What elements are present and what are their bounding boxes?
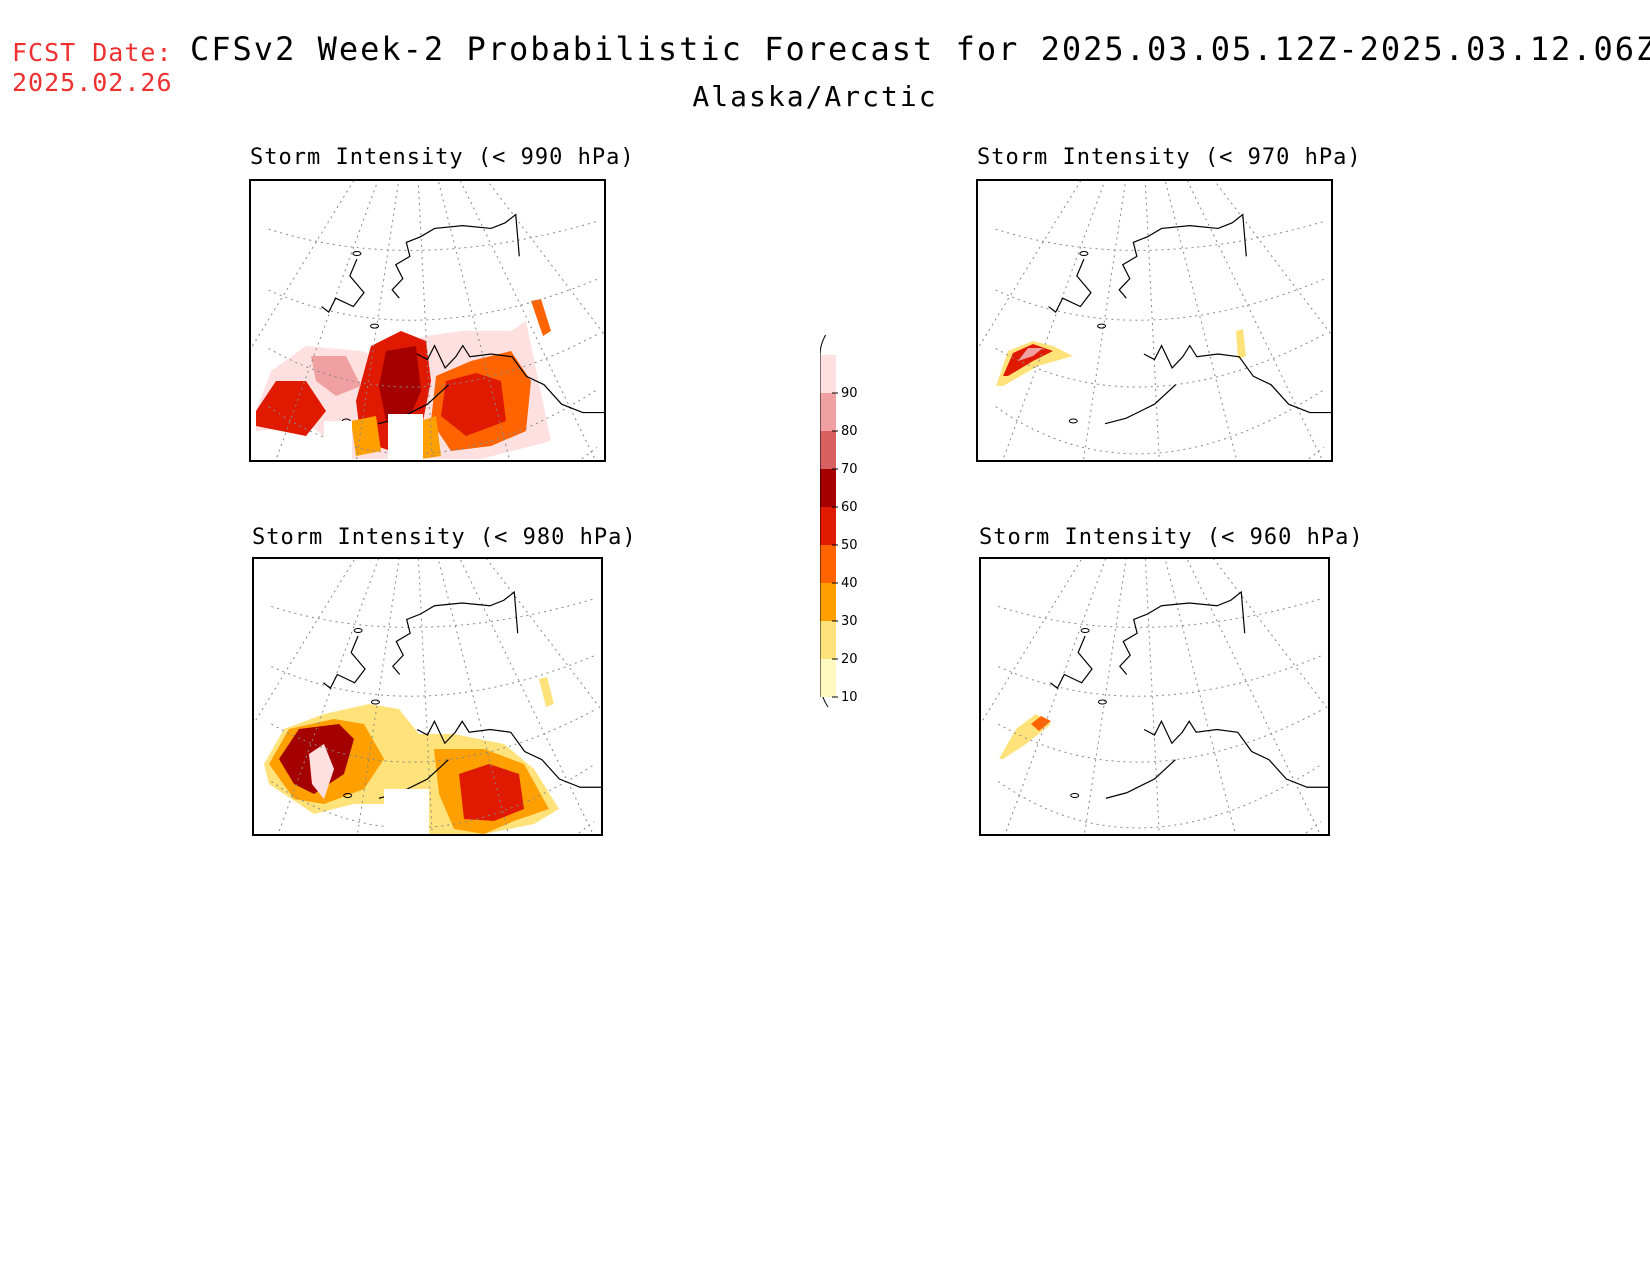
shade-90 [309, 744, 334, 799]
colorbar-bin-10 [820, 659, 836, 697]
map-panel-980 [252, 557, 603, 836]
forecast-date-block: FCST Date: 2025.02.26 [12, 38, 173, 98]
shade-50 [441, 373, 506, 436]
colorbar-label-30: 30 [841, 614, 858, 629]
colorbar-bin-50 [820, 507, 836, 545]
colorbar-bin-70 [820, 431, 836, 469]
colorbar-label-60: 60 [841, 500, 858, 515]
colorbar-label-50: 50 [841, 538, 858, 553]
colorbar-bin-80 [820, 393, 836, 431]
map-panel-990 [249, 179, 606, 462]
map-960 [981, 559, 1328, 834]
shade-40 [1031, 716, 1051, 731]
map-990 [251, 181, 604, 460]
graticule [978, 181, 1331, 460]
map-panel-970 [976, 179, 1333, 462]
alaska-coastline [323, 590, 601, 799]
shade-30 [351, 416, 381, 456]
graticule [254, 559, 601, 834]
shade-80 [1018, 348, 1043, 361]
map-970 [978, 181, 1331, 460]
colorbar-bin-30 [820, 583, 836, 621]
colorbar-label-20: 20 [841, 652, 858, 667]
alaska-coastline [1048, 213, 1331, 425]
map-980 [254, 559, 601, 834]
shade-40-north [531, 299, 551, 336]
shade-80 [311, 356, 361, 396]
colorbar-bin-40 [820, 545, 836, 583]
colorbar-label-40: 40 [841, 576, 858, 591]
panel-title-960: Storm Intensity (< 960 hPa) [979, 525, 1364, 550]
map-panel-960 [979, 557, 1330, 836]
region-subtitle: Alaska/Arctic [692, 80, 938, 113]
colorbar-label-90: 90 [841, 386, 858, 401]
panel-title-970: Storm Intensity (< 970 hPa) [977, 145, 1362, 170]
colorbar-label-80: 80 [841, 424, 858, 439]
shade-20-north [539, 677, 554, 707]
colorbar-bin-90 [820, 355, 836, 393]
shade-50 [459, 764, 524, 821]
shade-60 [379, 346, 421, 426]
forecast-date-value: 2025.02.26 [12, 68, 173, 97]
colorbar-label-10: 10 [841, 690, 858, 705]
panel-title-990: Storm Intensity (< 990 hPa) [250, 145, 635, 170]
alaska-coastline [1050, 590, 1328, 799]
alaska-coastline [321, 213, 604, 425]
shade-50 [1003, 344, 1053, 376]
colorbar-label-70: 70 [841, 462, 858, 477]
forecast-date-label: FCST Date: [12, 38, 173, 67]
probability-colorbar: 10 20 30 40 50 60 70 80 90 [820, 335, 858, 708]
shade-20-north [1236, 329, 1246, 359]
graticule [981, 559, 1328, 834]
graticule [251, 181, 604, 460]
page-title: CFSv2 Week-2 Probabilistic Forecast for … [190, 30, 1650, 68]
colorbar-bin-20 [820, 621, 836, 659]
panel-title-980: Storm Intensity (< 980 hPa) [252, 525, 637, 550]
colorbar-bin-60 [820, 469, 836, 507]
shade-50 [256, 381, 326, 436]
